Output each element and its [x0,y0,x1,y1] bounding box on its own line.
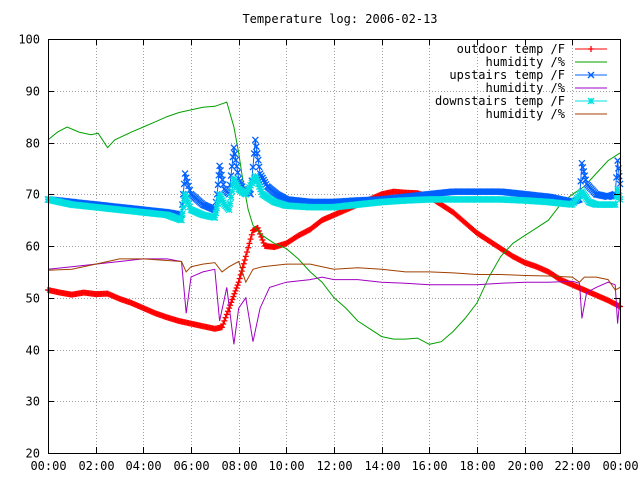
series-0 [45,188,623,332]
series-marker [587,71,595,79]
x-tick-label: 08:00 [221,459,257,473]
series-marker [261,178,269,186]
series-marker [257,172,265,180]
chart-title: Temperature log: 2006-02-13 [242,12,437,26]
y-tick-label: 20 [26,447,40,461]
series-marker [227,193,235,201]
legend-label: upstairs temp /F [449,68,565,82]
y-tick-label: 100 [18,33,40,47]
series-3 [47,258,621,345]
x-tick-label: 22:00 [554,459,590,473]
series-marker [225,206,233,214]
series-marker [252,143,260,151]
legend-label: outdoor temp /F [457,42,565,56]
series-marker [214,200,222,208]
series-marker [183,178,191,186]
series-marker [230,144,238,152]
series-marker [178,216,185,224]
x-tick-label: 00:00 [30,459,66,473]
y-tick-label: 90 [26,85,40,99]
plot-series [44,101,624,345]
series-4 [44,172,624,224]
series-marker [179,203,187,211]
y-tick-label: 40 [26,344,40,358]
x-tick-label: 10:00 [268,459,304,473]
axes: 00:00 02:00 04:00 06:00 08:00 10:00 12:00 14:00… [18,33,638,474]
series-marker [260,176,268,184]
x-tick-label: 14:00 [364,459,400,473]
x-tick-label: 18:00 [459,459,495,473]
y-tick-label: 70 [26,188,40,202]
series-marker [180,180,188,188]
legend-label: downstairs temp /F [435,94,565,108]
series-marker [251,136,259,144]
series-marker [258,188,265,196]
x-tick-label: 00:00 [602,459,638,473]
series-marker [231,150,239,158]
series-1 [47,101,621,345]
y-tick-label: 50 [26,292,40,306]
series-marker [211,214,219,221]
series-marker [215,171,223,179]
series-marker [232,156,240,164]
series-marker [249,163,257,171]
x-tick-label: 20:00 [507,459,543,473]
series-marker [254,180,262,188]
series-marker [186,203,194,211]
series-marker [234,169,242,176]
series-line [47,258,621,291]
series-marker [251,172,259,180]
series-marker [181,170,189,178]
series-marker [256,185,264,193]
x-tick-label: 02:00 [78,459,114,473]
series-marker [181,190,189,198]
series-line [47,101,621,345]
series-marker [253,149,261,157]
series-marker [182,193,190,201]
series-marker [213,204,221,212]
series-marker [185,182,193,190]
legend-label: humidity /% [486,81,566,95]
series-marker [182,174,190,182]
legend-label: humidity /% [486,55,566,69]
x-tick-label: 16:00 [411,459,447,473]
series-line [47,258,621,345]
series-marker [228,187,236,195]
series-marker [615,192,623,200]
series-marker [253,177,261,185]
series-marker [178,210,186,218]
series-marker [587,97,595,105]
series-marker [255,183,263,190]
series-marker [233,162,241,170]
x-tick-label: 04:00 [125,459,161,473]
series-marker [259,174,266,182]
series-marker [255,163,263,171]
y-tick-label: 80 [26,137,40,151]
y-tick-label: 30 [26,395,40,409]
series-marker [226,200,234,208]
series-marker [577,177,585,185]
y-tick-label: 60 [26,240,40,254]
series-marker [614,157,622,165]
series-marker [252,175,260,183]
x-tick-label: 06:00 [173,459,209,473]
series-marker [185,200,193,208]
series-marker [183,197,191,204]
series-marker [615,172,623,180]
series-marker [212,209,220,217]
x-tick-label: 12:00 [316,459,352,473]
series-marker [614,185,622,193]
plot-frame [48,39,621,454]
series-marker [254,156,262,164]
legend-label: humidity /% [486,107,566,121]
series-5 [47,258,621,291]
